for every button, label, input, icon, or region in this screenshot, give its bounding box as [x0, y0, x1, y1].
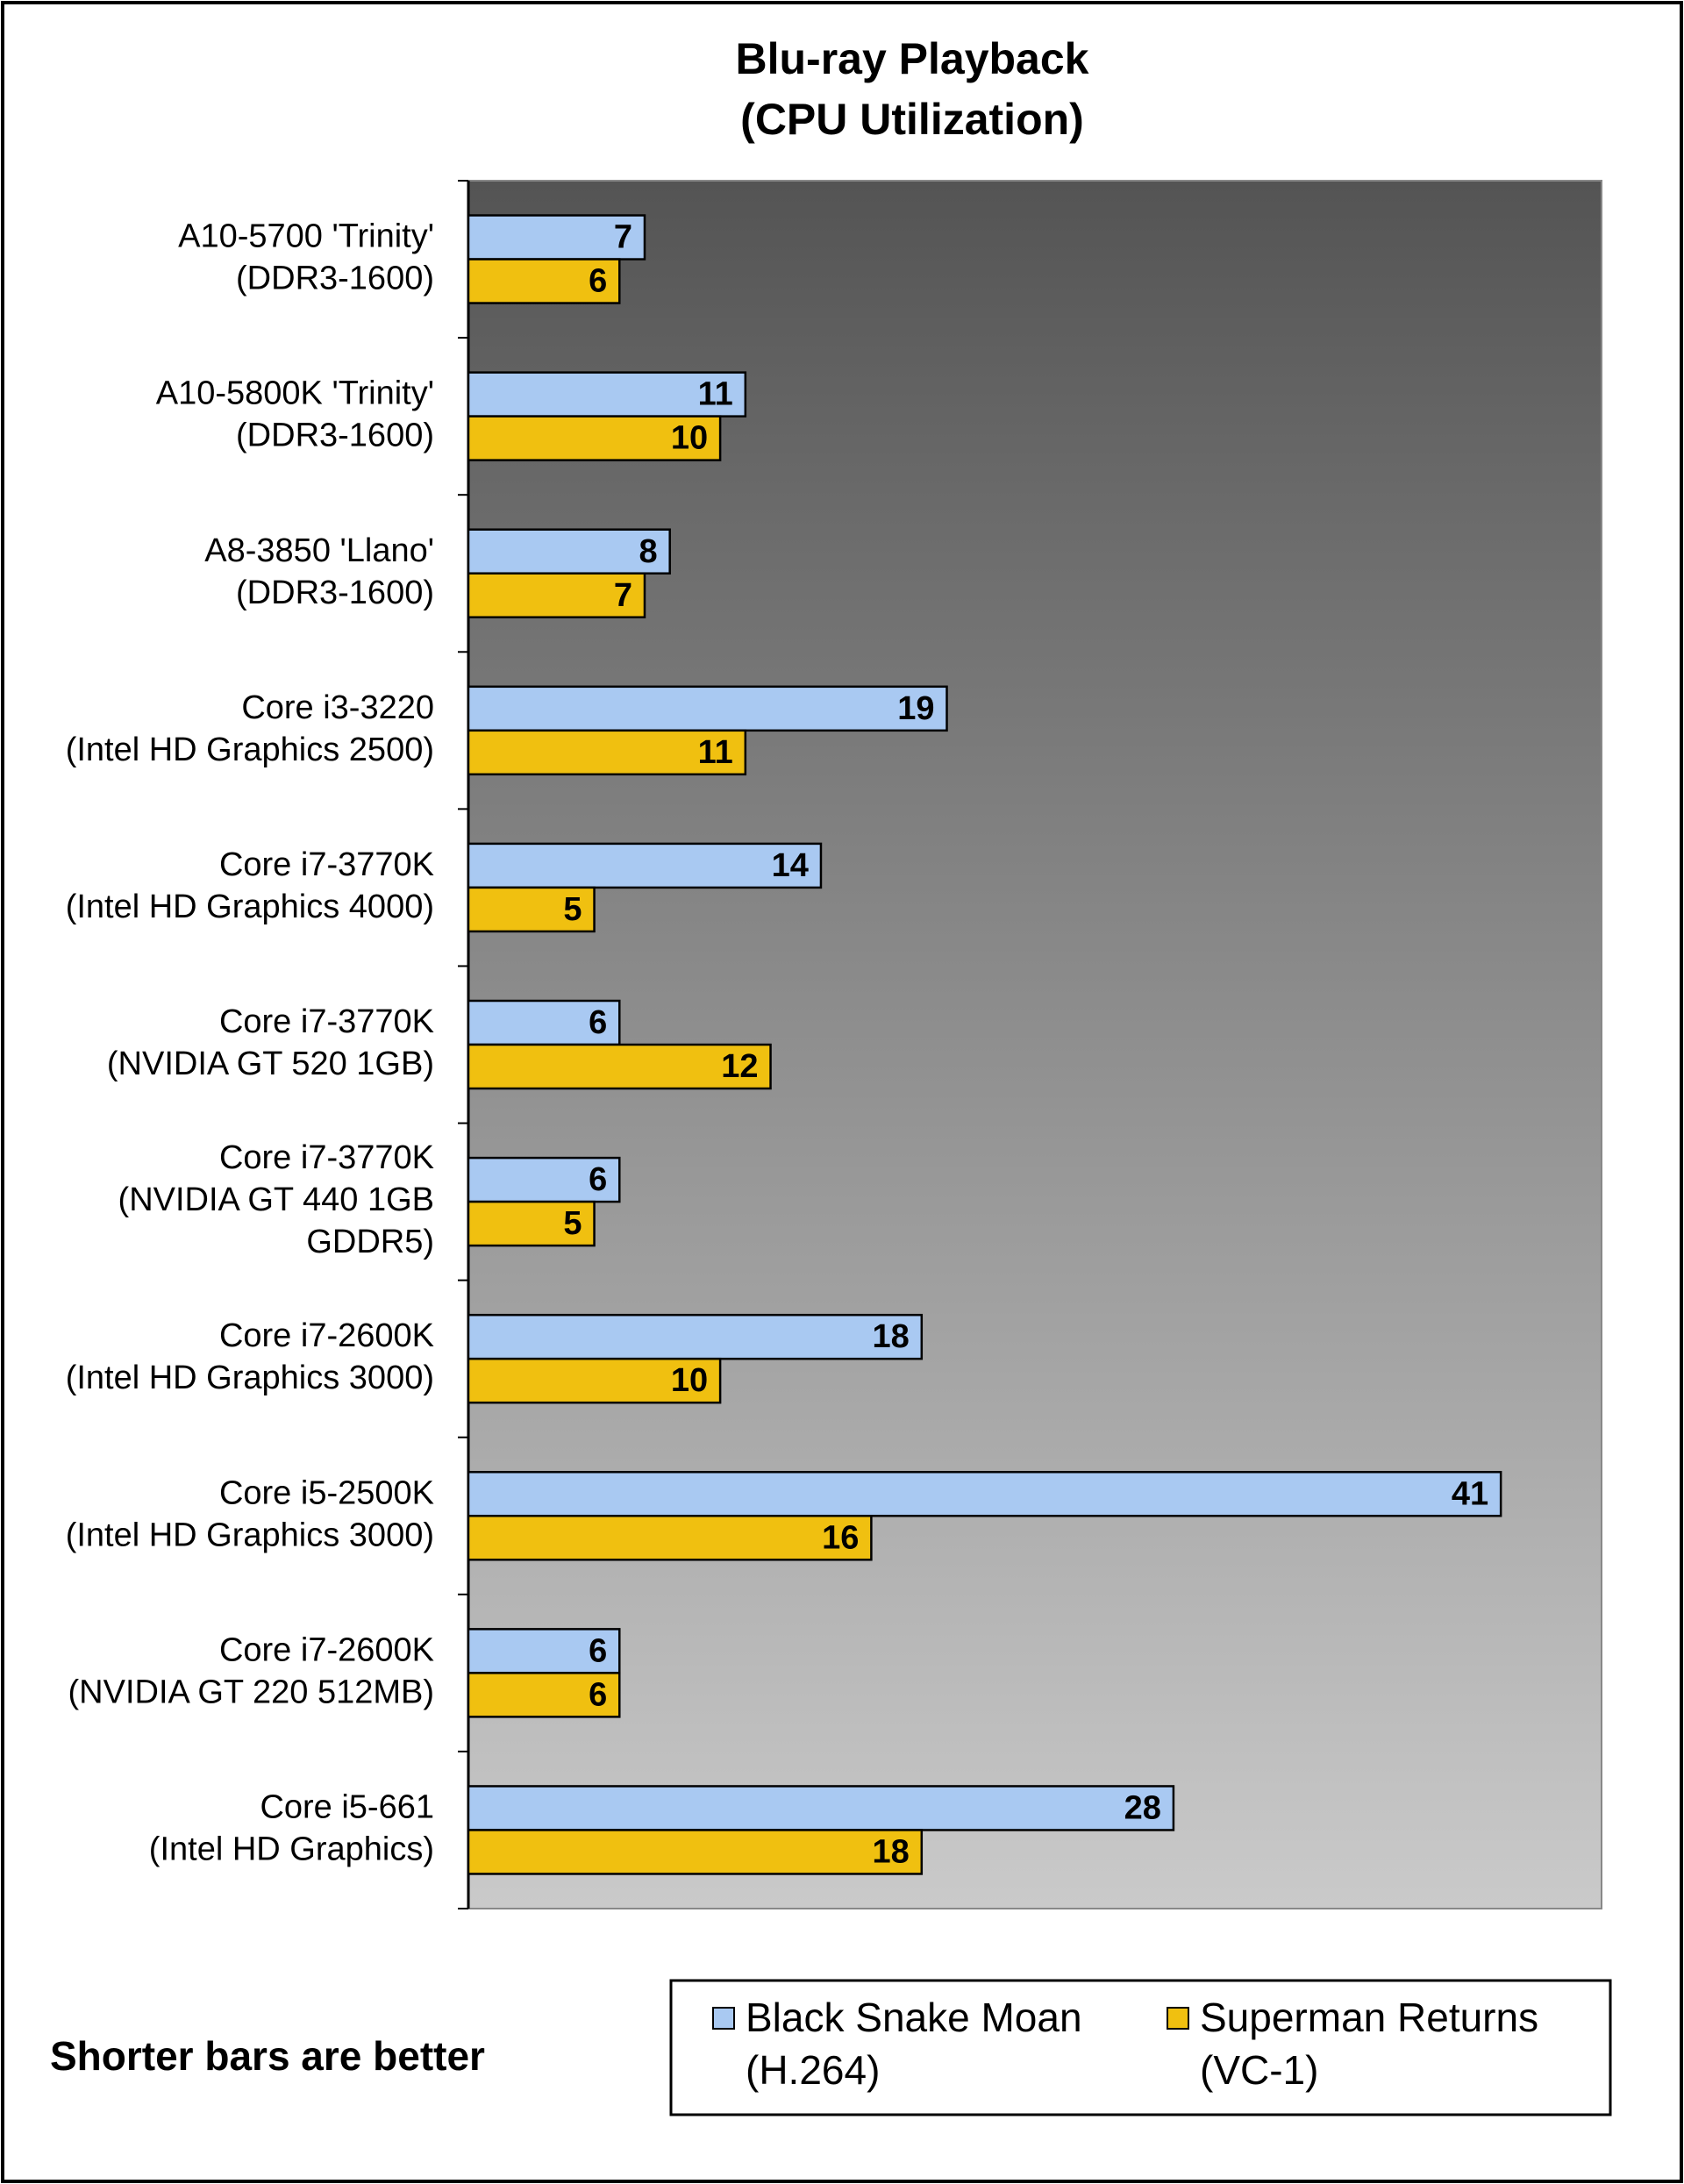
y-tick-label: (DDR3-1600) [236, 575, 434, 611]
data-label: 6 [589, 1004, 607, 1041]
data-label: 18 [873, 1833, 910, 1870]
data-label: 6 [589, 263, 607, 300]
y-tick-label: Core i7-3770K [219, 1003, 434, 1040]
data-label: 7 [614, 219, 632, 256]
y-tick-label: (Intel HD Graphics 3000) [66, 1517, 434, 1553]
bar [467, 842, 823, 889]
chart-title: (CPU Utilization) [740, 95, 1084, 144]
annotation: Shorter bars are better [50, 2033, 485, 2079]
y-tick-label: Core i3-3220 [241, 689, 434, 726]
data-label: 5 [563, 891, 582, 928]
y-tick-label: (Intel HD Graphics 2500) [66, 732, 434, 768]
data-label: 10 [671, 420, 708, 457]
legend-entry: Black Snake Moan (H.264) [712, 1991, 1131, 2096]
bar [467, 1471, 1502, 1517]
bar [467, 1515, 873, 1561]
data-label: 6 [589, 1632, 607, 1669]
bar [467, 415, 722, 461]
bar [467, 1156, 621, 1203]
y-tick-label: (NVIDIA GT 440 1GB [118, 1181, 434, 1218]
data-label: 14 [772, 847, 809, 884]
y-tick-label: (DDR3-1600) [236, 418, 434, 454]
y-tick-label: Core i7-3770K [219, 1139, 434, 1176]
legend-label: Superman Returns (VC-1) [1200, 1995, 1539, 2093]
bar [467, 572, 646, 618]
data-label: 11 [698, 734, 733, 771]
bar [467, 258, 621, 304]
legend-label: Black Snake Moan (H.264) [746, 1995, 1082, 2093]
data-label: 8 [639, 533, 658, 570]
y-tick-label: (DDR3-1600) [236, 261, 434, 297]
y-tick-label: (NVIDIA GT 520 1GB) [107, 1046, 434, 1082]
data-label: 18 [873, 1318, 910, 1355]
data-label: 41 [1452, 1475, 1488, 1512]
y-tick-label: Core i5-2500K [219, 1474, 434, 1511]
y-tick-label: Core i5-661 [260, 1788, 434, 1825]
bar [467, 685, 948, 732]
data-label: 5 [563, 1205, 582, 1242]
y-tick-label: A10-5800K 'Trinity' [156, 375, 434, 412]
data-label: 7 [614, 577, 632, 614]
bar [467, 1357, 722, 1404]
bar [467, 1313, 924, 1360]
data-label: 12 [721, 1048, 758, 1085]
bar [467, 1785, 1175, 1831]
bar [467, 729, 747, 776]
bar [467, 1829, 924, 1875]
bar [467, 1200, 596, 1247]
bar [467, 1043, 772, 1090]
data-label: 6 [589, 1161, 607, 1198]
bar [467, 1628, 621, 1674]
y-tick-label: GDDR5) [306, 1224, 434, 1260]
legend-box [669, 1979, 1612, 2116]
data-label: 10 [671, 1362, 708, 1399]
data-label: 28 [1124, 1789, 1161, 1826]
data-label: 11 [698, 376, 733, 413]
y-tick-label: Core i7-3770K [219, 846, 434, 883]
bar [467, 886, 596, 933]
y-tick-label: (NVIDIA GT 220 512MB) [68, 1674, 434, 1710]
y-tick-label: Core i7-2600K [219, 1631, 434, 1668]
y-tick-label: (Intel HD Graphics 4000) [66, 889, 434, 925]
y-tick-label: A10-5700 'Trinity' [178, 218, 434, 255]
chart-title: Blu-ray Playback [736, 34, 1089, 83]
data-label: 19 [897, 690, 934, 727]
y-tick-label: (Intel HD Graphics) [149, 1831, 434, 1867]
y-tick-label: (Intel HD Graphics 3000) [66, 1360, 434, 1396]
bar [467, 1672, 621, 1718]
legend-swatch [712, 2007, 735, 2030]
data-label: 16 [822, 1519, 859, 1556]
legend-entry: Superman Returns (VC-1) [1167, 1991, 1586, 2096]
y-tick-label: Core i7-2600K [219, 1317, 434, 1354]
data-label: 6 [589, 1676, 607, 1713]
bar [467, 528, 671, 575]
y-tick-label: A8-3850 'Llano' [204, 532, 434, 569]
legend-swatch [1167, 2007, 1189, 2030]
